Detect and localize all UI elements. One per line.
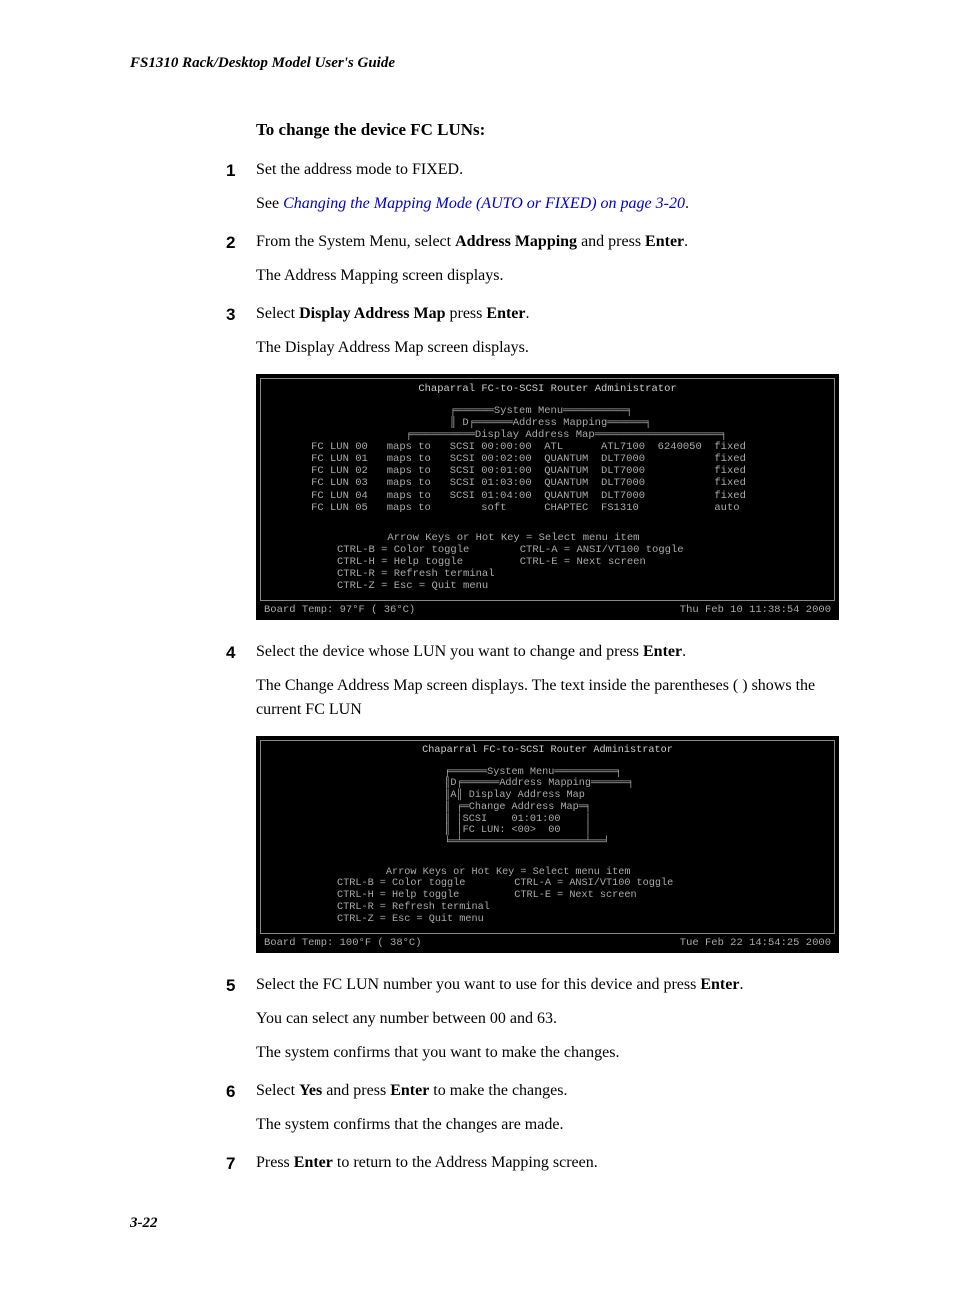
- key-name: Enter: [486, 305, 525, 322]
- terminal-title: Chaparral FC-to-SCSI Router Administrato…: [267, 383, 828, 395]
- status-datetime: Thu Feb 10 11:38:54 2000: [680, 604, 831, 616]
- terminal-menu: ╒══════System Menu══════════╕ ║D╒══════A…: [267, 767, 828, 849]
- step-text: Press Enter to return to the Address Map…: [256, 1151, 839, 1175]
- running-header: FS1310 Rack/Desktop Model User's Guide: [130, 55, 839, 72]
- document-page: FS1310 Rack/Desktop Model User's Guide T…: [0, 0, 954, 1292]
- key-name: Enter: [390, 1082, 429, 1099]
- step-5: Select the FC LUN number you want to use…: [256, 973, 839, 1065]
- step-text: The Display Address Map screen displays.: [256, 336, 839, 360]
- step-text: Select Display Address Map press Enter.: [256, 302, 839, 326]
- status-temp: Board Temp: 100°F ( 38°C): [264, 937, 422, 949]
- step-text: Select the FC LUN number you want to use…: [256, 973, 839, 997]
- terminal-screenshot-display-address-map: Chaparral FC-to-SCSI Router Administrato…: [256, 374, 839, 620]
- page-content: To change the device FC LUNs: Set the ad…: [256, 120, 839, 1175]
- text-fragment: Select the device whose LUN you want to …: [256, 643, 643, 660]
- text-fragment: .: [739, 976, 743, 993]
- step-text: Select Yes and press Enter to make the c…: [256, 1079, 839, 1103]
- text-fragment: Select the FC LUN number you want to use…: [256, 976, 700, 993]
- step-text: The Address Mapping screen displays.: [256, 264, 839, 288]
- text-fragment: From the System Menu, select: [256, 233, 455, 250]
- key-name: Enter: [643, 643, 682, 660]
- text-fragment: .: [526, 305, 530, 322]
- step-text: The system confirms that the changes are…: [256, 1113, 839, 1137]
- terminal-status-bar: Board Temp: 97°F ( 36°C) Thu Feb 10 11:3…: [258, 603, 837, 618]
- ui-label: Yes: [299, 1082, 322, 1099]
- terminal-screenshot-change-address-map: Chaparral FC-to-SCSI Router Administrato…: [256, 736, 839, 953]
- ui-label: Display Address Map: [299, 305, 445, 322]
- step-1: Set the address mode to FIXED. See Chang…: [256, 158, 839, 216]
- text-fragment: and press: [322, 1082, 390, 1099]
- step-text: The system confirms that you want to mak…: [256, 1041, 839, 1065]
- text-fragment: See: [256, 195, 283, 212]
- step-text: You can select any number between 00 and…: [256, 1007, 839, 1031]
- step-text: See Changing the Mapping Mode (AUTO or F…: [256, 192, 839, 216]
- text-fragment: and press: [577, 233, 645, 250]
- procedure-steps: Set the address mode to FIXED. See Chang…: [256, 158, 839, 1175]
- status-temp: Board Temp: 97°F ( 36°C): [264, 604, 415, 616]
- page-number: 3-22: [130, 1215, 839, 1232]
- step-6: Select Yes and press Enter to make the c…: [256, 1079, 839, 1137]
- text-fragment: to make the changes.: [429, 1082, 567, 1099]
- step-3: Select Display Address Map press Enter. …: [256, 302, 839, 620]
- text-fragment: .: [682, 643, 686, 660]
- step-4: Select the device whose LUN you want to …: [256, 640, 839, 953]
- terminal-title: Chaparral FC-to-SCSI Router Administrato…: [267, 745, 828, 757]
- ui-label: Address Mapping: [455, 233, 577, 250]
- key-name: Enter: [700, 976, 739, 993]
- step-2: From the System Menu, select Address Map…: [256, 230, 839, 288]
- key-name: Enter: [294, 1154, 333, 1171]
- terminal-status-bar: Board Temp: 100°F ( 38°C) Tue Feb 22 14:…: [258, 936, 837, 951]
- cross-reference-link[interactable]: Changing the Mapping Mode (AUTO or FIXED…: [283, 195, 685, 212]
- terminal-help: Arrow Keys or Hot Key = Select menu item…: [267, 865, 828, 932]
- step-text: Select the device whose LUN you want to …: [256, 640, 839, 664]
- section-title: To change the device FC LUNs:: [256, 120, 839, 140]
- text-fragment: Select: [256, 305, 299, 322]
- text-fragment: press: [446, 305, 487, 322]
- status-datetime: Tue Feb 22 14:54:25 2000: [680, 937, 831, 949]
- text-fragment: to return to the Address Mapping screen.: [333, 1154, 598, 1171]
- terminal-help: Arrow Keys or Hot Key = Select menu item…: [267, 530, 828, 598]
- text-fragment: Select: [256, 1082, 299, 1099]
- step-text: The Change Address Map screen displays. …: [256, 674, 839, 722]
- step-text: Set the address mode to FIXED.: [256, 158, 839, 182]
- text-fragment: .: [685, 195, 689, 212]
- text-fragment: .: [684, 233, 688, 250]
- step-text: From the System Menu, select Address Map…: [256, 230, 839, 254]
- terminal-menu: ╒══════System Menu══════════╕ ║ D╒══════…: [267, 405, 828, 514]
- key-name: Enter: [645, 233, 684, 250]
- text-fragment: Press: [256, 1154, 294, 1171]
- step-7: Press Enter to return to the Address Map…: [256, 1151, 839, 1175]
